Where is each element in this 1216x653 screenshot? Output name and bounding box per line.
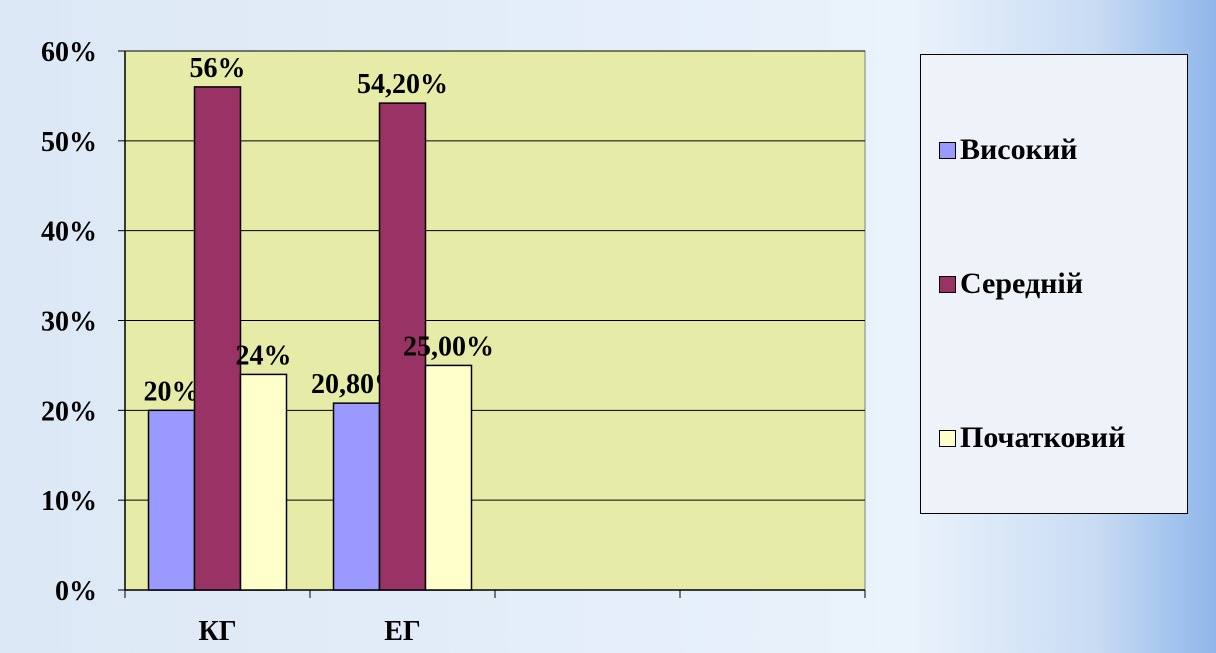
legend-item: Початковий [939,421,1126,454]
legend-swatch [939,429,956,447]
bar [193,86,242,591]
y-tick-label: 0% [55,576,97,607]
y-tick-label: 50% [41,127,97,158]
legend-item: Високий [939,133,1078,166]
legend-item: Середній [939,267,1084,300]
y-tick-label: 40% [41,217,97,248]
legend-label: Початковий [960,421,1126,454]
data-label: 54,20% [357,69,448,100]
data-label: 20% [144,376,200,407]
bar [239,373,288,591]
y-tick-label: 60% [41,37,97,68]
data-label: 24% [236,340,292,371]
bar [424,364,473,591]
legend-label: Середній [960,267,1084,300]
bar [332,402,381,591]
data-label: 25,00% [403,331,494,362]
y-tick-label: 20% [41,396,97,427]
legend-label: Високий [960,133,1078,166]
legend-swatch [939,141,956,159]
x-tick-label: КГ [198,616,236,647]
x-tick-label: ЕГ [384,616,421,647]
bar [147,409,196,591]
y-tick-label: 30% [41,307,97,338]
bar [378,102,427,591]
y-tick-label: 10% [41,486,97,517]
chart-legend: Високий Середній Початковий [920,54,1188,514]
legend-swatch [939,275,956,293]
data-label: 56% [190,53,246,84]
